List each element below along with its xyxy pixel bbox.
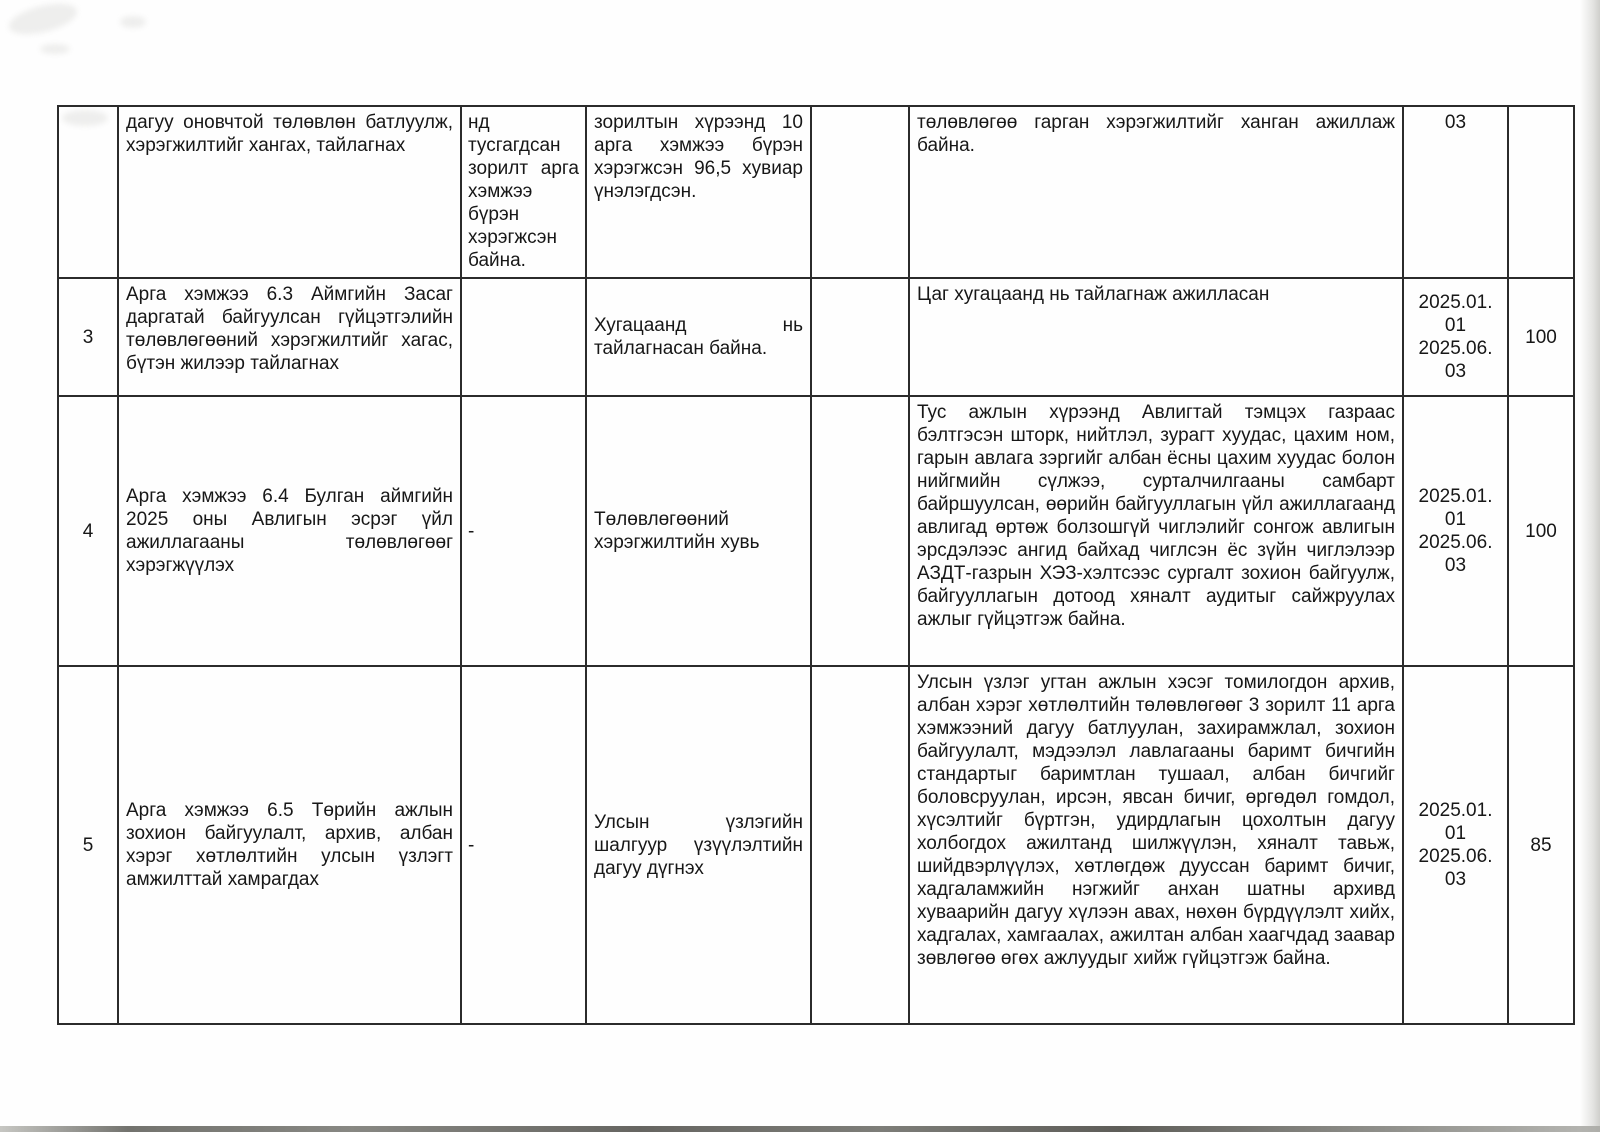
table-row: дагуу оновчтой төлөвлөн батлуулж, хэрэгж… <box>57 105 1575 279</box>
spacer-cell <box>810 395 910 667</box>
period-cell: 2025.01. 01 2025.06. 03 <box>1402 277 1509 397</box>
scan-smudge <box>5 0 81 41</box>
indicator-cell: Улсын үзлэгийн шалгуур үзүүлэлтийн дагуу… <box>585 665 812 1025</box>
row-number-cell: 3 <box>57 277 119 397</box>
period-cell: 2025.01. 01 2025.06. 03 <box>1402 665 1509 1025</box>
table-row: 5 Арга хэмжээ 6.5 Төрийн ажлын зохион ба… <box>57 665 1575 1025</box>
result-cell: Улсын үзлэг угтан ажлын хэсэг томилогдон… <box>908 665 1404 1025</box>
score-cell <box>1507 105 1575 279</box>
task-cell: дагуу оновчтой төлөвлөн батлуулж, хэрэгж… <box>117 105 462 279</box>
indicator-cell: Хугацаанд нь тайлагнасан байна. <box>585 277 812 397</box>
task-cell: Арга хэмжээ 6.5 Төрийн ажлын зохион байг… <box>117 665 462 1025</box>
indicator-cell: зорилтын хүрээнд 10 арга хэмжээ бүрэн хэ… <box>585 105 812 279</box>
score-cell: 100 <box>1507 277 1575 397</box>
row-number-cell: 5 <box>57 665 119 1025</box>
table-row: 4 Арга хэмжээ 6.4 Булган аймгийн 2025 он… <box>57 395 1575 667</box>
task-cell: Арга хэмжээ 6.4 Булган аймгийн 2025 оны … <box>117 395 462 667</box>
spacer-cell <box>810 665 910 1025</box>
table-row: 3 Арга хэмжээ 6.3 Аймгийн Засаг даргатай… <box>57 277 1575 397</box>
scan-smudge <box>120 16 146 28</box>
period-cell: 03 <box>1402 105 1509 279</box>
target-cell: - <box>460 665 587 1025</box>
row-number-cell <box>57 105 119 279</box>
result-cell: Цаг хугацаанд нь тайлагнаж ажилласан <box>908 277 1404 397</box>
indicator-cell: Төлөвлөгөөний хэрэгжилтийн хувь <box>585 395 812 667</box>
scanner-bottom-band <box>0 1126 1600 1132</box>
spacer-cell <box>810 105 910 279</box>
result-cell: төлөвлөгөө гарган хэрэгжилтийг ханган аж… <box>908 105 1404 279</box>
target-cell <box>460 277 587 397</box>
target-cell: - <box>460 395 587 667</box>
period-cell: 2025.01. 01 2025.06. 03 <box>1402 395 1509 667</box>
scan-smudge <box>40 44 70 54</box>
report-table: дагуу оновчтой төлөвлөн батлуулж, хэрэгж… <box>57 105 1575 1025</box>
score-cell: 100 <box>1507 395 1575 667</box>
spacer-cell <box>810 277 910 397</box>
result-cell: Тус ажлын хүрээнд Авлигтай тэмцэх газраа… <box>908 395 1404 667</box>
task-cell: Арга хэмжээ 6.3 Аймгийн Засаг даргатай б… <box>117 277 462 397</box>
target-cell: нд тусгагдсан зорилт арга хэмжээ бүрэн х… <box>460 105 587 279</box>
score-cell: 85 <box>1507 665 1575 1025</box>
scanner-edge-shadow <box>1580 0 1600 1132</box>
row-number-cell: 4 <box>57 395 119 667</box>
